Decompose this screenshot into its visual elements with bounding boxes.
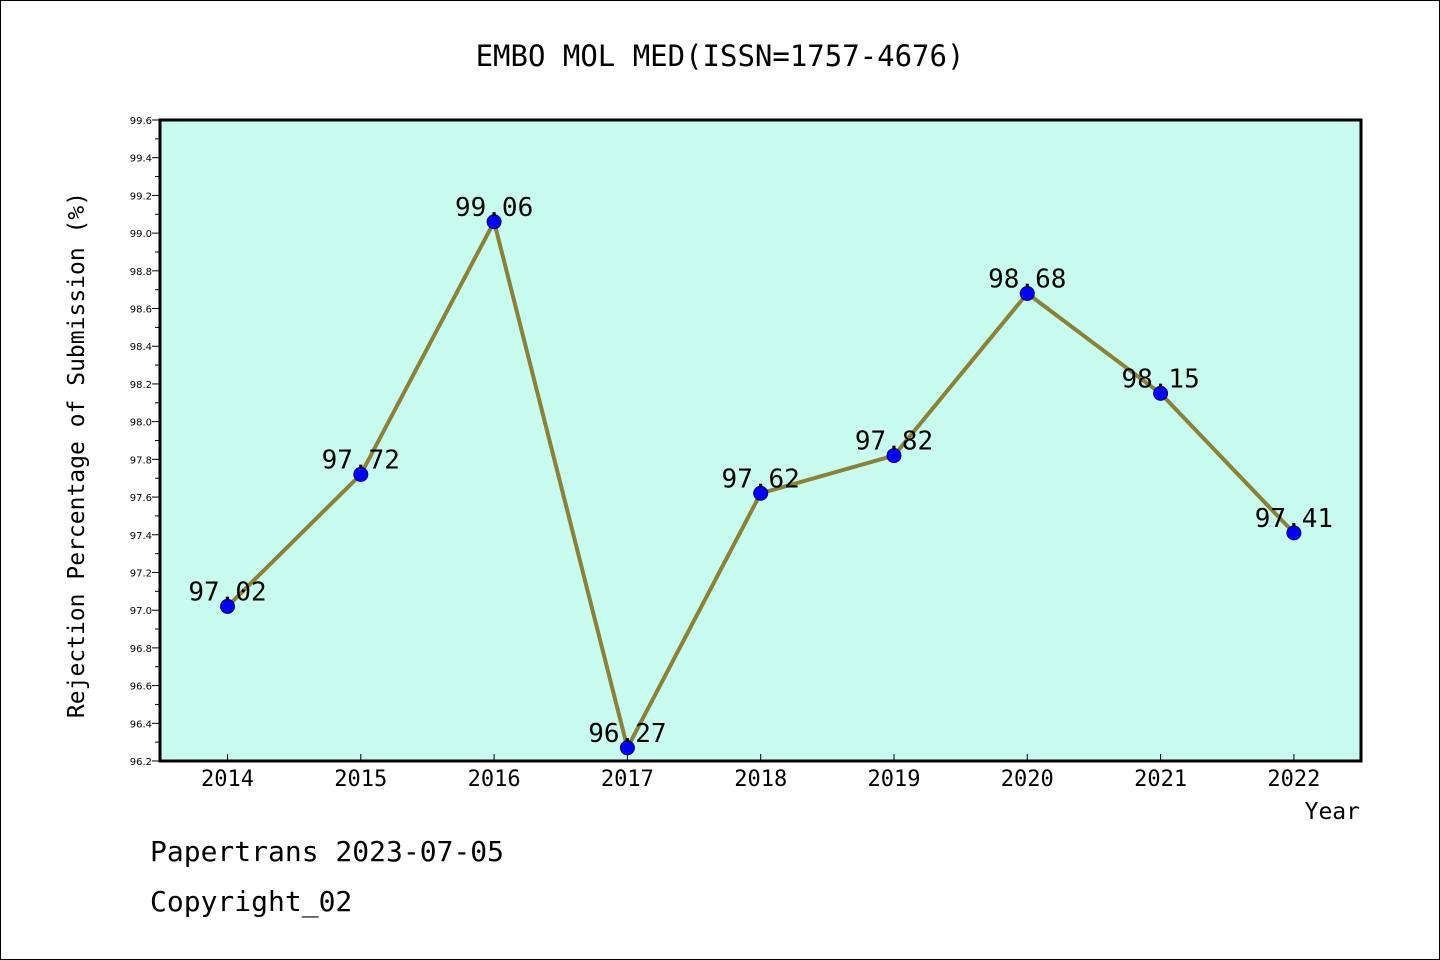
y-tick-label: 97.8 xyxy=(130,455,152,466)
x-tick-label: 2016 xyxy=(468,767,521,792)
x-tick-label: 2022 xyxy=(1267,767,1320,792)
y-tick-label: 99.0 xyxy=(130,229,152,240)
y-tick-label: 97.0 xyxy=(130,606,152,617)
footer-date-line: Papertrans 2023-07-05 xyxy=(150,835,505,868)
plot-border xyxy=(158,118,1363,763)
y-tick-label: 97.4 xyxy=(130,531,152,542)
data-label: 97.82 xyxy=(855,427,933,457)
y-tick-label: 98.4 xyxy=(130,342,152,353)
x-tick-label: 2014 xyxy=(201,767,254,792)
data-label: 97.02 xyxy=(188,577,266,607)
y-tick-label: 98.6 xyxy=(130,305,152,316)
data-label: 97.41 xyxy=(1255,504,1333,534)
data-point xyxy=(1153,385,1169,401)
y-axis: 96.2 96.4 96.6 96.8 97.0 97.2 97.4 97.6 97.8 98.0… xyxy=(130,116,160,768)
x-axis: 2014 2015 2016 2017 2018 2019 2020 2021 2022 xyxy=(201,754,1320,792)
data-point xyxy=(1019,285,1035,301)
y-tick-label: 96.6 xyxy=(130,682,152,693)
x-axis-title: Year xyxy=(1305,799,1360,825)
x-tick-label: 2015 xyxy=(334,767,387,792)
data-label: 98.68 xyxy=(988,264,1066,294)
data-point xyxy=(220,598,235,614)
y-axis-title: Rejection Percentage of Submission (%) xyxy=(64,192,90,718)
data-point xyxy=(353,466,369,482)
x-tick-label: 2021 xyxy=(1134,767,1187,792)
data-point xyxy=(886,448,902,464)
y-tick-label: 99.4 xyxy=(130,154,152,165)
data-label: 99.06 xyxy=(455,193,533,223)
y-tick-label: 97.2 xyxy=(130,568,152,579)
data-label: 97.62 xyxy=(722,464,800,494)
data-label: 96.27 xyxy=(588,719,666,749)
y-tick-label: 96.2 xyxy=(130,757,152,768)
x-tick-label: 2018 xyxy=(734,767,787,792)
y-tick-label: 99.2 xyxy=(130,191,152,202)
data-point xyxy=(486,214,502,230)
data-point xyxy=(753,485,769,501)
y-tick-label: 98.0 xyxy=(130,418,152,429)
x-tick-label: 2020 xyxy=(1001,767,1054,792)
x-tick-label: 2019 xyxy=(868,767,921,792)
y-tick-label: 98.8 xyxy=(130,267,152,278)
x-tick-label: 2017 xyxy=(601,767,654,792)
plot-area xyxy=(160,120,1361,761)
data-point xyxy=(619,740,635,756)
y-tick-label: 99.6 xyxy=(130,116,152,127)
y-tick-label: 97.6 xyxy=(130,493,152,504)
y-tick-label: 96.8 xyxy=(130,644,152,655)
data-labels: 97.02 97.72 99.06 96.27 97.62 97.82 98.68 98.15… xyxy=(188,193,1333,749)
y-tick-label: 98.2 xyxy=(130,380,152,391)
data-point xyxy=(1286,525,1302,541)
data-label: 97.72 xyxy=(322,445,400,475)
data-label: 98.15 xyxy=(1121,364,1199,394)
y-tick-label: 96.4 xyxy=(130,719,152,730)
footer-copyright-line: Copyright_02 xyxy=(150,885,353,918)
data-series xyxy=(220,214,1302,756)
chart-title: EMBO MOL MED(ISSN=1757-4676) xyxy=(476,39,965,73)
